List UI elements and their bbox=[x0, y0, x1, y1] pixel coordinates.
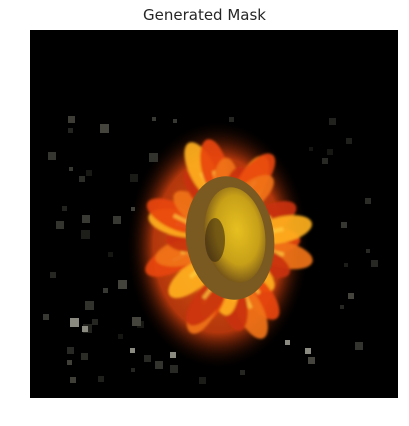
speckle bbox=[56, 221, 64, 229]
speckle bbox=[48, 152, 56, 160]
speckle bbox=[98, 376, 104, 382]
flower-center-shadow bbox=[205, 218, 225, 262]
speckle bbox=[82, 326, 88, 332]
speckle bbox=[70, 318, 79, 327]
speckle bbox=[67, 360, 72, 365]
speckle bbox=[79, 176, 85, 182]
speckle bbox=[285, 340, 290, 345]
speckle bbox=[240, 370, 245, 375]
speckle bbox=[132, 317, 141, 326]
speckle bbox=[308, 357, 315, 364]
speckle bbox=[365, 198, 371, 204]
speckle bbox=[327, 149, 333, 155]
speckle bbox=[229, 117, 234, 122]
speckle bbox=[149, 153, 158, 162]
speckle bbox=[82, 215, 90, 223]
speckle bbox=[152, 117, 156, 121]
speckle bbox=[199, 377, 206, 384]
speckle bbox=[68, 128, 73, 133]
speckle bbox=[144, 355, 151, 362]
speckle bbox=[113, 216, 121, 224]
speckle bbox=[62, 206, 67, 211]
speckle bbox=[108, 252, 113, 257]
speckle bbox=[309, 147, 313, 151]
speckle bbox=[170, 352, 176, 358]
speckle bbox=[346, 138, 352, 144]
figure-title: Generated Mask bbox=[0, 6, 409, 24]
speckle bbox=[67, 347, 74, 354]
speckle bbox=[340, 305, 344, 309]
speckle bbox=[50, 272, 56, 278]
speckle bbox=[322, 158, 328, 164]
speckle bbox=[68, 116, 75, 123]
speckle bbox=[81, 230, 90, 239]
speckle bbox=[371, 260, 378, 267]
speckle bbox=[103, 288, 108, 293]
speckle bbox=[81, 353, 88, 360]
speckle bbox=[329, 118, 336, 125]
speckle bbox=[305, 348, 311, 354]
speckle bbox=[170, 365, 178, 373]
speckle bbox=[131, 207, 135, 211]
speckle bbox=[70, 377, 76, 383]
speckle bbox=[118, 280, 127, 289]
flower-image bbox=[30, 30, 398, 398]
speckle bbox=[130, 348, 135, 353]
speckle bbox=[131, 368, 135, 372]
speckle bbox=[155, 361, 163, 369]
generated-mask-image bbox=[30, 30, 398, 398]
speckle bbox=[43, 314, 49, 320]
speckle bbox=[130, 174, 138, 182]
speckle bbox=[366, 249, 370, 253]
speckle bbox=[92, 319, 98, 325]
speckle bbox=[100, 124, 109, 133]
speckle bbox=[173, 119, 177, 123]
speckle bbox=[344, 263, 348, 267]
speckle bbox=[355, 342, 363, 350]
speckle bbox=[341, 222, 347, 228]
speckle bbox=[69, 167, 73, 171]
speckle bbox=[86, 170, 92, 176]
speckle bbox=[348, 293, 354, 299]
speckle bbox=[118, 334, 123, 339]
speckle bbox=[85, 301, 94, 310]
